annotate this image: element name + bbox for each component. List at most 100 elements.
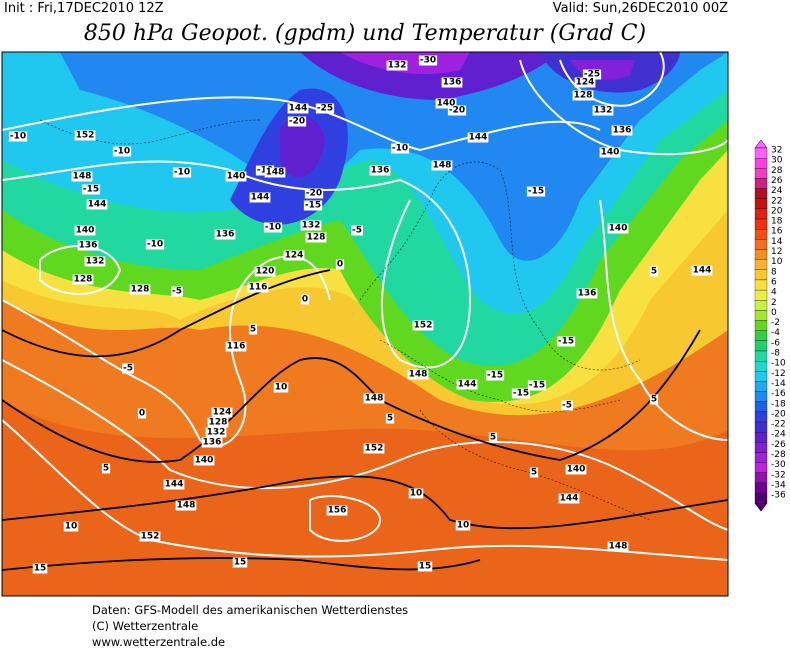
legend-arrow <box>754 139 768 149</box>
label-box <box>351 225 363 236</box>
contour-label: 10 <box>410 489 423 499</box>
legend-label: -10 <box>771 359 786 369</box>
contour-label: 144 <box>560 494 579 504</box>
label-box <box>407 369 429 380</box>
contour-label: 136 <box>79 241 98 251</box>
label-box <box>163 479 185 490</box>
label-box <box>385 413 395 424</box>
legend-label: -28 <box>771 450 786 460</box>
legend-label: 6 <box>771 277 777 287</box>
label-box <box>254 266 276 277</box>
legend-label: 24 <box>771 186 783 196</box>
label-box <box>273 382 289 393</box>
label-box <box>408 488 424 499</box>
contour-label: 148 <box>365 394 384 404</box>
label-box <box>193 455 215 466</box>
contour-label: -20 <box>289 117 305 127</box>
contour-label: -25 <box>317 104 333 114</box>
contour-label: 15 <box>234 558 247 568</box>
contour-label: 140 <box>227 172 246 182</box>
legend-swatch <box>754 208 768 220</box>
legend-label: -30 <box>771 460 786 470</box>
contour-label: 148 <box>609 542 628 552</box>
label-box <box>122 363 134 374</box>
label-box <box>287 116 307 127</box>
contour-label: -15 <box>528 187 544 197</box>
contour-label: 132 <box>86 257 105 267</box>
legend-label: 2 <box>771 298 777 308</box>
label-box <box>607 223 629 234</box>
contour-label: 0 <box>337 260 343 270</box>
legend-swatch <box>754 310 768 321</box>
legend-label: 8 <box>771 267 777 277</box>
label-box <box>211 407 233 418</box>
legend-label: -4 <box>771 328 780 338</box>
contour-label: -15 <box>487 371 503 381</box>
label-box <box>8 131 28 142</box>
contour-label: 136 <box>203 438 222 448</box>
label-box <box>335 259 345 270</box>
contour-label: 10 <box>275 383 288 393</box>
contour-label: -20 <box>306 189 322 199</box>
contour-label: 124 <box>213 408 232 418</box>
contour-label: 136 <box>578 289 597 299</box>
legend-swatch <box>754 178 768 189</box>
label-box <box>412 320 434 331</box>
legend-swatch <box>754 300 768 311</box>
contour-label: 144 <box>469 133 488 143</box>
contour-label: 15 <box>419 562 432 572</box>
label-box <box>511 388 531 399</box>
map-frame <box>1 51 729 597</box>
contour-label: 156 <box>328 506 347 516</box>
contour-label: 148 <box>73 172 92 182</box>
legend-swatch <box>754 401 768 413</box>
contour-label: -10 <box>114 147 130 157</box>
legend-label: 26 <box>771 176 783 186</box>
legend-swatch <box>754 442 768 453</box>
label-box <box>529 467 539 478</box>
contour-label: -5 <box>123 364 133 374</box>
contour-label: 128 <box>574 91 593 101</box>
legend-swatch <box>754 381 768 392</box>
contour-label: 124 <box>576 78 595 88</box>
label-box <box>283 250 305 261</box>
label-box <box>607 541 629 552</box>
contour-label: 132 <box>594 106 613 116</box>
legend-label: -20 <box>771 409 786 419</box>
contour-label: -15 <box>513 389 529 399</box>
contour-label: 144 <box>693 266 712 276</box>
legend-swatch <box>754 411 768 423</box>
contour-label: 128 <box>74 275 93 285</box>
contour-label: 140 <box>601 148 620 158</box>
contour-label: 132 <box>388 61 407 71</box>
valid-time: Valid: Sun,26DEC2010 00Z <box>553 1 728 16</box>
label-box <box>363 393 385 404</box>
contour-label: 140 <box>76 226 95 236</box>
legend-label: -36 <box>771 491 786 501</box>
label-box <box>145 239 165 250</box>
contour-label: 148 <box>433 161 452 171</box>
contour-label: 136 <box>443 78 462 88</box>
label-box <box>485 370 505 381</box>
contour-label: 144 <box>458 380 477 390</box>
contour-label: 144 <box>289 104 308 114</box>
label-box <box>649 394 659 405</box>
legend-label: 18 <box>771 217 783 227</box>
label-box <box>649 266 659 277</box>
label-box <box>139 531 161 542</box>
contour-label: -10 <box>147 240 163 250</box>
label-box <box>556 336 576 347</box>
contour-label: 5 <box>531 468 537 478</box>
legend-swatch <box>754 198 768 210</box>
legend-label: 20 <box>771 206 783 216</box>
legend-label: -16 <box>771 389 786 399</box>
label-box <box>264 167 286 178</box>
label-box <box>201 437 223 448</box>
contour-label: 148 <box>177 501 196 511</box>
legend-swatch <box>754 320 768 331</box>
label-box <box>74 225 96 236</box>
legend-label: -18 <box>771 399 786 409</box>
legend-swatch <box>754 218 768 230</box>
label-box <box>488 432 498 443</box>
label-box <box>287 103 309 114</box>
